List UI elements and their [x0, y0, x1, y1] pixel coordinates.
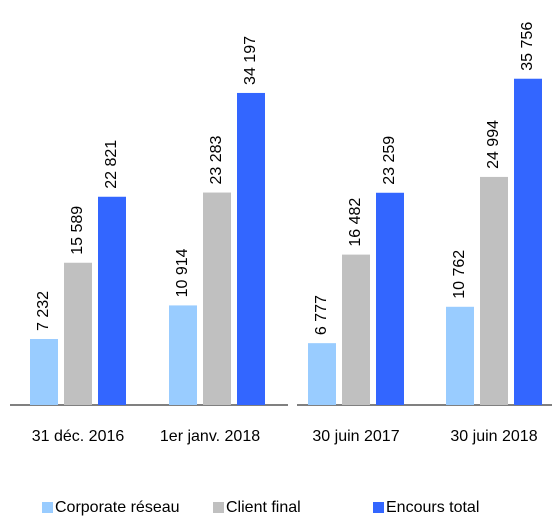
bar [376, 192, 404, 405]
legend-label: Client final [226, 499, 301, 516]
bar [342, 254, 370, 405]
bar [237, 92, 265, 405]
x-tick-label: 30 juin 2017 [312, 428, 399, 445]
data-label: 23 259 [381, 136, 398, 185]
legend-swatch [373, 502, 384, 513]
bar [480, 176, 508, 405]
bar [446, 306, 474, 405]
bar [203, 192, 231, 405]
data-label: 16 482 [347, 198, 364, 247]
legend-swatch [42, 502, 53, 513]
x-tick-label: 1er janv. 2018 [160, 428, 260, 445]
bar [514, 78, 542, 405]
data-label: 10 914 [174, 248, 191, 297]
bar [98, 196, 126, 405]
data-label: 23 283 [208, 136, 225, 185]
x-tick-label: 31 déc. 2016 [32, 428, 125, 445]
data-label: 24 994 [485, 120, 502, 169]
bar [169, 305, 197, 405]
bar [30, 339, 58, 405]
data-label: 35 756 [519, 22, 536, 71]
data-label: 6 777 [313, 295, 330, 335]
bar [64, 262, 92, 405]
data-label: 15 589 [69, 206, 86, 255]
data-label: 7 232 [35, 291, 52, 331]
legend-label: Encours total [386, 499, 479, 516]
bar [308, 343, 336, 405]
x-tick-label: 30 juin 2018 [450, 428, 537, 445]
legend-label: Corporate réseau [55, 499, 180, 516]
legend-swatch [213, 502, 224, 513]
data-label: 34 197 [242, 36, 259, 85]
data-label: 10 762 [451, 250, 468, 299]
data-label: 22 821 [103, 140, 120, 189]
